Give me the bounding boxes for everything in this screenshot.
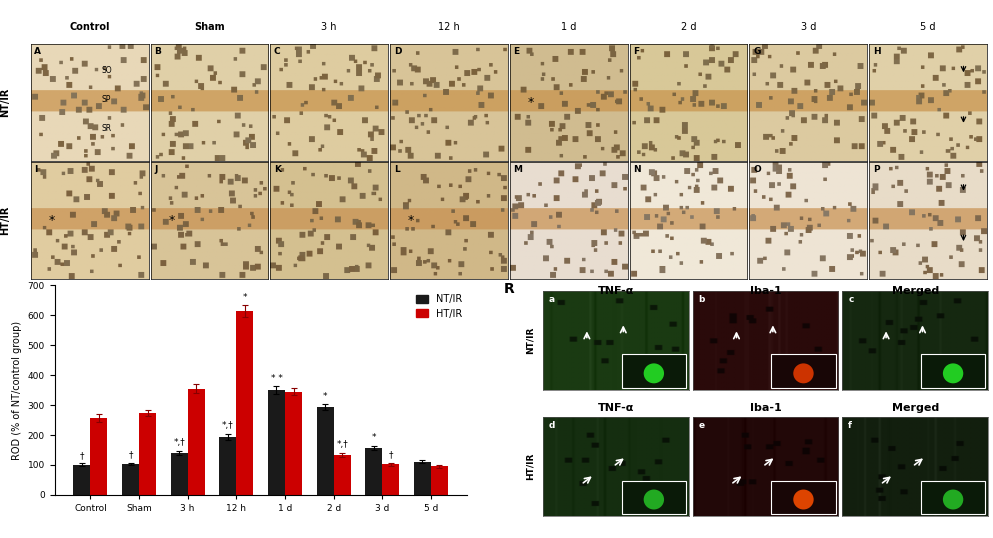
Text: * *: * * xyxy=(270,374,282,383)
Bar xyxy=(73,465,90,495)
Bar xyxy=(285,392,302,495)
Text: †: † xyxy=(388,450,393,459)
Text: P: P xyxy=(873,166,880,174)
Text: TNF-α: TNF-α xyxy=(598,403,635,413)
Text: SP: SP xyxy=(101,95,111,104)
Text: G: G xyxy=(753,47,761,56)
Text: *,†: *,† xyxy=(174,438,185,447)
Text: H: H xyxy=(873,47,881,56)
Text: *: * xyxy=(49,214,55,227)
Bar xyxy=(365,448,382,495)
Text: C: C xyxy=(274,47,280,56)
Ellipse shape xyxy=(793,490,813,509)
Text: 3 d: 3 d xyxy=(800,22,816,32)
Text: a: a xyxy=(549,294,555,303)
Text: NT/IR: NT/IR xyxy=(525,327,534,354)
Ellipse shape xyxy=(943,490,963,509)
Text: 2 d: 2 d xyxy=(681,22,696,32)
Text: *: * xyxy=(168,214,175,227)
Text: Control: Control xyxy=(70,22,110,32)
Text: D: D xyxy=(393,47,401,56)
Text: †: † xyxy=(79,451,84,460)
Text: NT/IR: NT/IR xyxy=(0,88,10,117)
Text: E: E xyxy=(513,47,519,56)
Bar xyxy=(188,388,205,495)
Text: *,†: *,† xyxy=(222,421,233,430)
Text: *: * xyxy=(242,293,247,302)
Bar xyxy=(236,311,253,495)
Bar xyxy=(122,464,139,495)
Text: 12 h: 12 h xyxy=(438,22,460,32)
Text: SO: SO xyxy=(101,66,112,75)
Text: d: d xyxy=(549,421,555,430)
Bar xyxy=(431,466,448,495)
Text: *: * xyxy=(323,392,328,401)
Ellipse shape xyxy=(793,363,813,384)
Text: *,†: *,† xyxy=(337,440,348,449)
Text: 3 h: 3 h xyxy=(322,22,337,32)
Text: A: A xyxy=(35,47,42,56)
Text: Merged: Merged xyxy=(892,403,938,413)
Text: SR: SR xyxy=(101,124,111,132)
Text: I: I xyxy=(35,166,38,174)
Text: B: B xyxy=(154,47,161,56)
Bar xyxy=(268,390,285,495)
Text: Merged: Merged xyxy=(892,286,938,296)
Text: M: M xyxy=(513,166,522,174)
Text: Sham: Sham xyxy=(195,22,224,32)
Legend: NT/IR, HT/IR: NT/IR, HT/IR xyxy=(412,290,466,323)
Text: c: c xyxy=(848,294,854,303)
Text: HT/IR: HT/IR xyxy=(0,206,10,235)
FancyBboxPatch shape xyxy=(772,355,835,388)
Text: *: * xyxy=(527,96,534,109)
Text: HT/IR: HT/IR xyxy=(525,453,534,480)
FancyBboxPatch shape xyxy=(622,355,686,388)
Text: Iba-1: Iba-1 xyxy=(750,403,781,413)
Text: F: F xyxy=(634,47,639,56)
Bar xyxy=(90,418,107,495)
Ellipse shape xyxy=(643,490,664,509)
Text: R: R xyxy=(503,282,514,296)
FancyBboxPatch shape xyxy=(922,480,985,514)
Text: 1 d: 1 d xyxy=(561,22,577,32)
Text: f: f xyxy=(848,421,852,430)
Ellipse shape xyxy=(643,363,664,384)
Ellipse shape xyxy=(943,363,963,384)
Bar xyxy=(334,455,351,495)
Text: J: J xyxy=(154,166,158,174)
FancyBboxPatch shape xyxy=(772,480,835,514)
Bar xyxy=(414,462,431,495)
Text: K: K xyxy=(274,166,281,174)
Text: TNF-α: TNF-α xyxy=(598,286,635,296)
Bar xyxy=(219,436,236,495)
Bar xyxy=(382,464,399,495)
Text: *: * xyxy=(371,433,376,442)
FancyBboxPatch shape xyxy=(922,355,985,388)
Text: N: N xyxy=(634,166,640,174)
Text: Iba-1: Iba-1 xyxy=(750,286,781,296)
Y-axis label: ROD (% of NT/control group): ROD (% of NT/control group) xyxy=(12,321,22,459)
Text: †: † xyxy=(128,450,133,459)
Bar xyxy=(139,413,156,495)
Bar xyxy=(317,407,334,495)
Text: b: b xyxy=(699,294,705,303)
Text: O: O xyxy=(753,166,761,174)
Bar xyxy=(171,453,188,495)
Text: 5 d: 5 d xyxy=(921,22,935,32)
Text: e: e xyxy=(699,421,705,430)
FancyBboxPatch shape xyxy=(622,480,686,514)
Text: L: L xyxy=(393,166,399,174)
Text: *: * xyxy=(408,214,414,227)
